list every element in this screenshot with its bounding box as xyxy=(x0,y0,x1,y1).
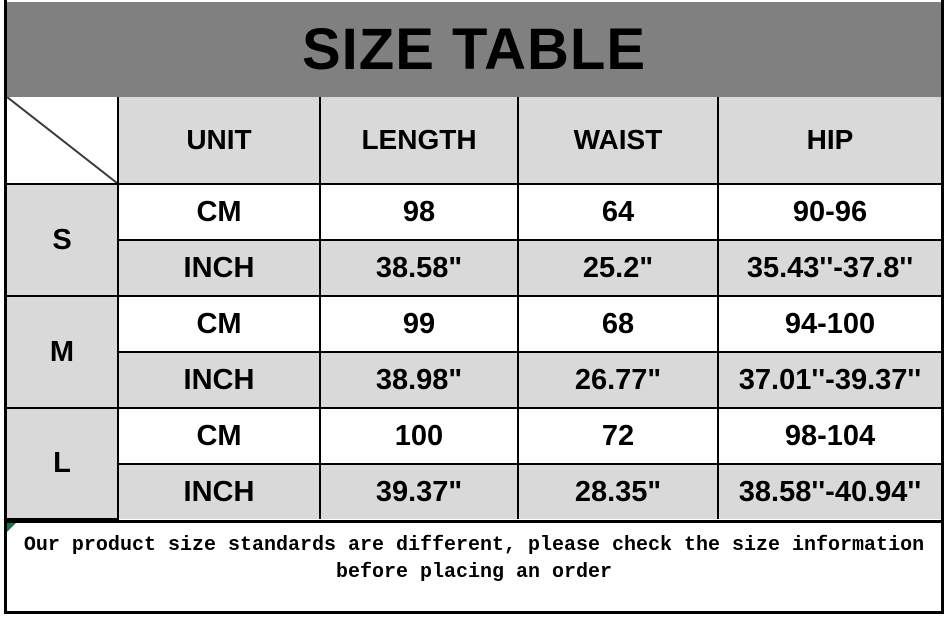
note-box: Our product size standards are different… xyxy=(7,520,941,604)
value-cell: 90-96 xyxy=(717,183,941,241)
size-label-s: S xyxy=(7,183,119,297)
unit-cell: INCH xyxy=(117,239,321,297)
value-cell: 25.2" xyxy=(517,239,719,297)
value-cell: 72 xyxy=(517,407,719,465)
table-row-s-inch: INCH 38.58" 25.2" 35.43''-37.8'' xyxy=(7,239,941,297)
note-line-1: Our product size standards are different… xyxy=(23,534,925,557)
page-title: SIZE TABLE xyxy=(301,17,647,82)
diagonal-line xyxy=(7,97,117,183)
value-cell: 100 xyxy=(319,407,519,465)
excel-error-flag-icon xyxy=(7,523,16,532)
value-cell: 94-100 xyxy=(717,295,941,353)
table-row-m-inch: INCH 38.98" 26.77" 37.01''-39.37'' xyxy=(7,351,941,409)
size-table: UNIT LENGTH WAIST HIP S CM 98 64 90-96 I… xyxy=(7,97,941,520)
value-cell: 38.58" xyxy=(319,239,519,297)
value-cell: 98-104 xyxy=(717,407,941,465)
title-bar: SIZE TABLE xyxy=(7,2,941,97)
table-row-l-inch: INCH 39.37" 28.35" 38.58''-40.94'' xyxy=(7,463,941,519)
note-line-2: before placing an order xyxy=(335,561,613,584)
table-row-m-cm: M CM 99 68 94-100 xyxy=(7,295,941,409)
table-frame: SIZE TABLE UNIT LENGTH WAIST HIP S C xyxy=(4,0,944,614)
value-cell: 26.77" xyxy=(517,351,719,409)
unit-cell: CM xyxy=(117,407,321,465)
unit-cell: CM xyxy=(117,295,321,353)
column-header-hip: HIP xyxy=(717,97,941,185)
value-cell: 98 xyxy=(319,183,519,241)
unit-cell: CM xyxy=(117,183,321,241)
size-label-m: M xyxy=(7,295,119,409)
diagonal-header-cell xyxy=(7,97,119,185)
value-cell: 39.37" xyxy=(319,463,519,519)
unit-cell: INCH xyxy=(117,463,321,519)
value-cell: 64 xyxy=(517,183,719,241)
column-header-length: LENGTH xyxy=(319,97,519,185)
header-row: UNIT LENGTH WAIST HIP xyxy=(7,97,941,185)
table-row-l-cm: L CM 100 72 98-104 xyxy=(7,407,941,520)
value-cell: 99 xyxy=(319,295,519,353)
size-label-l: L xyxy=(7,407,119,520)
value-cell: 38.98" xyxy=(319,351,519,409)
unit-cell: INCH xyxy=(117,351,321,409)
value-cell: 37.01''-39.37'' xyxy=(717,351,941,409)
table-row-s-cm: S CM 98 64 90-96 xyxy=(7,183,941,297)
column-header-unit: UNIT xyxy=(117,97,321,185)
value-cell: 28.35" xyxy=(517,463,719,519)
value-cell: 35.43''-37.8'' xyxy=(717,239,941,297)
value-cell: 68 xyxy=(517,295,719,353)
value-cell: 38.58''-40.94'' xyxy=(717,463,941,519)
column-header-waist: WAIST xyxy=(517,97,719,185)
